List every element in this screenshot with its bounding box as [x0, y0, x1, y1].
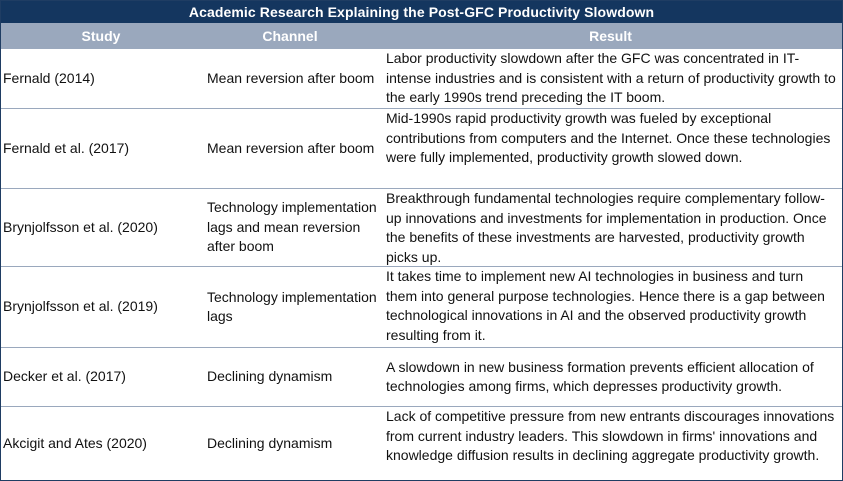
result-text: Labor productivity slowdown after the GF…: [386, 50, 836, 106]
result-text: It takes time to implement new AI techno…: [386, 268, 825, 343]
table-row: Fernald (2014) Mean reversion after boom…: [1, 48, 842, 108]
result-text: Lack of competitive pressure from new en…: [386, 408, 835, 463]
result-text: Mid-1990s rapid productivity growth was …: [386, 110, 831, 165]
result-cell: Mid-1990s rapid productivity growth was …: [379, 109, 842, 188]
study-cell: Decker et al. (2017): [3, 368, 126, 385]
channel-cell: Declining dynamism: [207, 368, 333, 385]
study-cell: Akcigit and Ates (2020): [3, 434, 147, 451]
result-cell: It takes time to implement new AI techno…: [379, 267, 842, 347]
header-channel: Channel: [262, 27, 318, 44]
table-row: Fernald et al. (2017) Mean reversion aft…: [1, 108, 842, 188]
table-row: Decker et al. (2017) Declining dynamism …: [1, 347, 842, 406]
result-text: A slowdown in new business formation pre…: [386, 358, 814, 395]
result-cell: Labor productivity slowdown after the GF…: [379, 49, 842, 108]
study-cell: Fernald (2014): [3, 69, 95, 86]
result-cell: Lack of competitive pressure from new en…: [379, 407, 842, 480]
table-row: Akcigit and Ates (2020) Declining dynami…: [1, 406, 842, 480]
study-cell: Fernald et al. (2017): [3, 139, 130, 156]
channel-cell: Technology implementation lags: [207, 288, 377, 325]
result-cell: A slowdown in new business formation pre…: [379, 348, 842, 406]
channel-cell: Mean reversion after boom: [207, 139, 375, 156]
table-title: Academic Research Explaining the Post-GF…: [1, 1, 842, 23]
table-row: Brynjolfsson et al. (2020) Technology im…: [1, 188, 842, 266]
header-study: Study: [81, 27, 121, 44]
channel-cell: Declining dynamism: [207, 434, 333, 451]
result-cell: Breakthrough fundamental technologies re…: [379, 189, 842, 266]
channel-cell: Technology implementation lags and mean …: [207, 199, 377, 255]
table-row: Brynjolfsson et al. (2019) Technology im…: [1, 266, 842, 347]
channel-cell: Mean reversion after boom: [207, 69, 375, 86]
result-text: Breakthrough fundamental technologies re…: [386, 190, 827, 265]
study-cell: Brynjolfsson et al. (2020): [3, 218, 158, 235]
table-header-row: Study Channel Result: [1, 23, 842, 48]
study-cell: Brynjolfsson et al. (2019): [3, 298, 158, 315]
header-result: Result: [589, 27, 632, 44]
